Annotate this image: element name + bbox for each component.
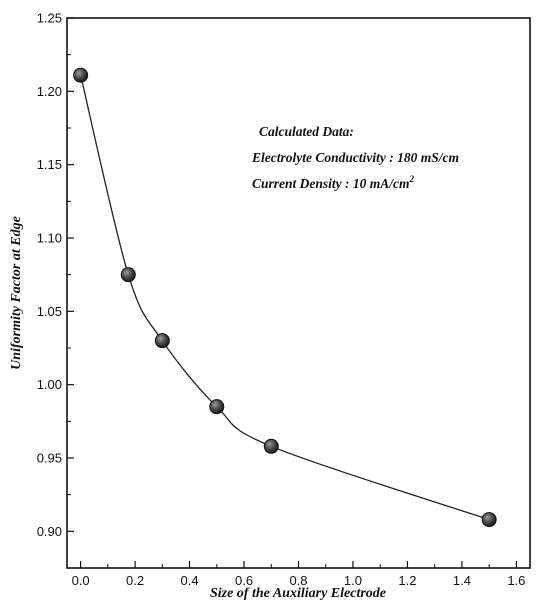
data-point (154, 333, 170, 349)
y-tick-label: 1.00 (37, 377, 62, 392)
annotation-conductivity: Electrolyte Conductivity : 180 mS/cm (251, 150, 459, 165)
annotation-title: Calculated Data: (259, 124, 354, 139)
x-tick-label: 0.2 (126, 573, 144, 588)
y-tick-label: 0.95 (37, 451, 62, 466)
plot-frame (66, 17, 531, 569)
data-point (73, 67, 89, 83)
y-axis-ticks: 0.90 0.95 1.00 1.05 1.10 1.15 1.20 1.25 (37, 11, 74, 569)
annotation-superscript: 2 (409, 174, 415, 184)
y-tick-label: 1.25 (37, 11, 62, 26)
y-tick-label: 0.90 (37, 524, 62, 539)
x-tick-label: 0.8 (289, 573, 307, 588)
x-tick-label: 1.4 (453, 573, 471, 588)
x-axis-ticks: 0.0 0.2 0.4 0.6 0.8 1.0 1.2 1.4 1.6 (72, 561, 525, 588)
x-tick-label: 1.2 (398, 573, 416, 588)
data-point (209, 399, 225, 415)
series-line (79, 75, 490, 521)
x-tick-label: 0.6 (235, 573, 253, 588)
x-tick-label: 1.6 (507, 573, 525, 588)
y-axis-title: Uniformity Factor at Edge (9, 216, 24, 370)
x-tick-label: 0.4 (181, 573, 199, 588)
y-tick-label: 1.10 (37, 231, 62, 246)
data-point (120, 267, 136, 283)
x-tick-label: 0.0 (72, 573, 90, 588)
data-point (263, 438, 279, 454)
y-tick-label: 1.15 (37, 157, 62, 172)
y-tick-label: 1.05 (37, 304, 62, 319)
x-axis-title: Size of the Auxiliary Electrode (210, 586, 386, 601)
data-markers (73, 67, 497, 528)
data-point (481, 512, 497, 528)
x-tick-label: 1.0 (344, 573, 362, 588)
annotation-current-density-text: Current Density : 10 mA/cm (252, 176, 410, 191)
annotation-current-density: Current Density : 10 mA/cm2 (252, 174, 415, 191)
y-tick-label: 1.20 (37, 84, 62, 99)
